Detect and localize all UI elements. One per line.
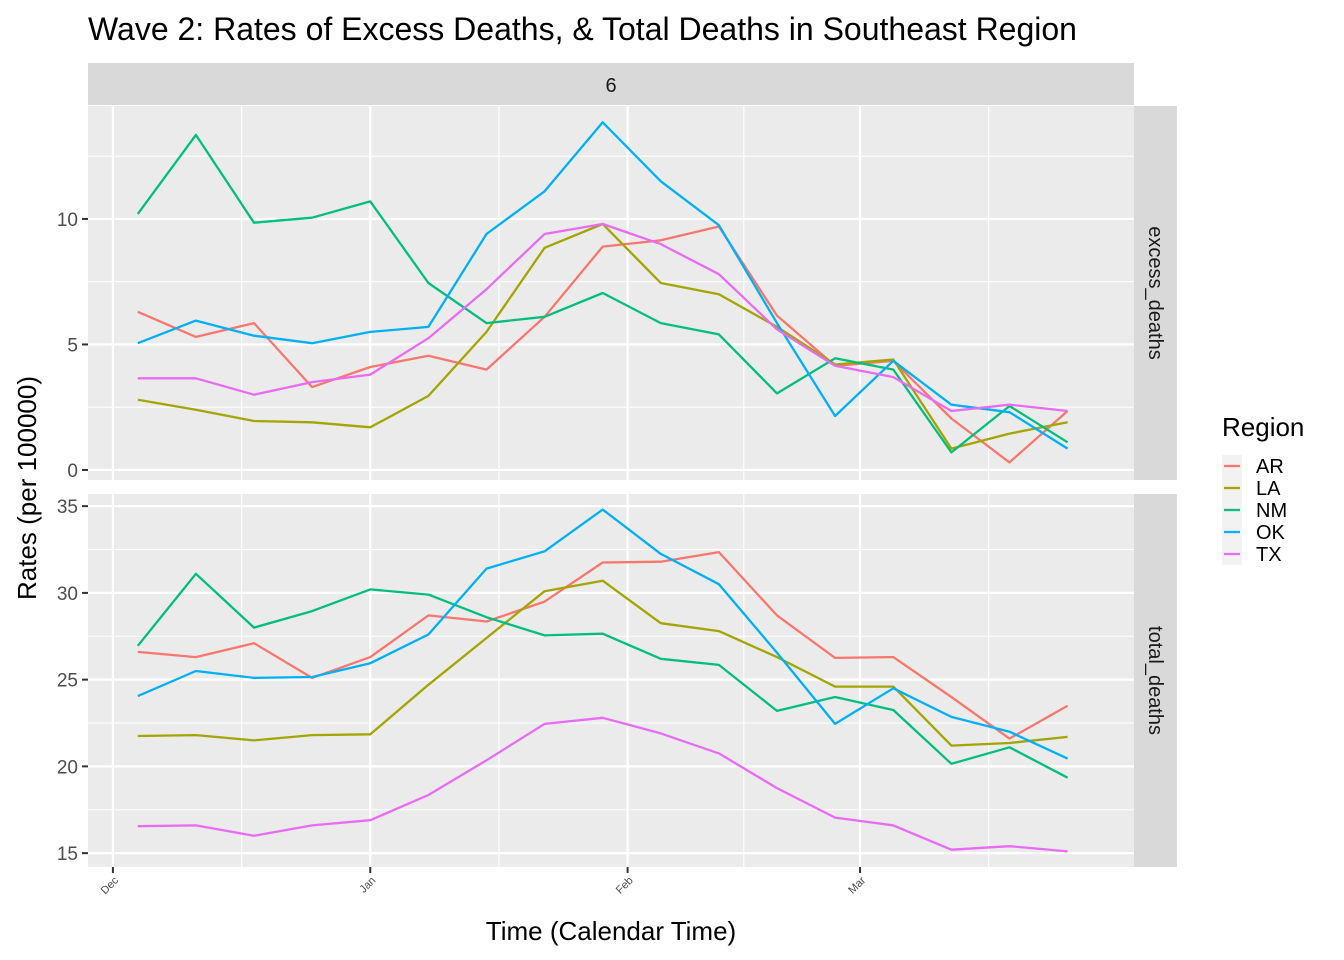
legend-entry-LA: LA [1222, 477, 1281, 500]
legend-label: NM [1256, 500, 1287, 522]
y-tick-label: 5 [67, 335, 78, 356]
legend-title: Region [1222, 412, 1304, 442]
series-line-AR [137, 550, 1069, 740]
series-line-AR [137, 225, 1069, 464]
panel-background [88, 106, 1134, 480]
x-tick-label: Feb [614, 875, 636, 897]
y-axis-title: Rates (per 100000) [12, 376, 42, 600]
x-axis-title: Time (Calendar Time) [486, 916, 736, 946]
facet-panels: 0 5 10 excess_deaths 15 20 25 30 35 total_deaths [57, 106, 1177, 867]
facet-row-strip: excess_deaths [1134, 106, 1177, 480]
series-line-TX [137, 716, 1068, 853]
y-tick-label: 10 [57, 210, 78, 231]
y-tick-label: 20 [57, 757, 78, 778]
series-line-LA [137, 579, 1068, 747]
facet-column-label: 6 [605, 75, 616, 97]
legend-label: TX [1256, 544, 1282, 566]
legend-label: OK [1256, 522, 1286, 544]
legend-label: LA [1256, 478, 1281, 500]
y-tick-label: 15 [57, 844, 78, 865]
legend-label: AR [1256, 456, 1284, 478]
legend-entry-NM: NM [1222, 499, 1287, 522]
chart-title: Wave 2: Rates of Excess Deaths, & Total … [88, 11, 1077, 47]
series-line-NM [136, 572, 1069, 779]
legend-entry-OK: OK [1222, 521, 1286, 544]
x-axis: Dec Jan Feb Mar [99, 867, 868, 897]
series-line-TX [137, 222, 1068, 413]
y-tick-label: 35 [57, 497, 78, 518]
y-tick-label: 25 [57, 671, 78, 692]
facet-row-label: excess_deaths [1144, 226, 1166, 359]
facet-panel-excess_deaths: 0 5 10 excess_deaths [57, 106, 1177, 482]
legend-entry-TX: TX [1222, 543, 1282, 566]
y-tick-label: 0 [67, 461, 78, 482]
x-tick-label: Mar [846, 874, 868, 896]
facet-panel-total_deaths: 15 20 25 30 35 total_deaths [57, 494, 1177, 867]
x-tick-label: Jan [357, 875, 378, 896]
facet-column-strip: 6 [88, 63, 1134, 105]
series-line-OK [137, 508, 1069, 760]
x-tick-label: Dec [99, 874, 122, 897]
facet-row-strip: total_deaths [1134, 494, 1177, 867]
series-line-OK [137, 121, 1069, 450]
y-tick-label: 30 [57, 584, 78, 605]
series-line-NM [136, 133, 1069, 454]
facet-row-label: total_deaths [1144, 626, 1166, 735]
legend-entry-AR: AR [1222, 455, 1284, 478]
